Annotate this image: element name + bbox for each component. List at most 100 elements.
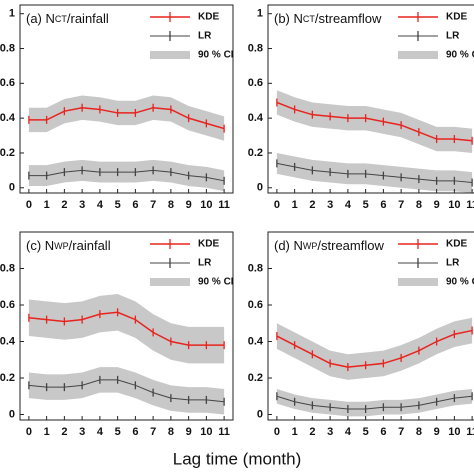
x-tick-label: 9 <box>186 199 192 211</box>
ci-band <box>28 367 225 415</box>
plot-frame <box>267 231 474 421</box>
y-tick-label: 0.6 <box>0 299 15 311</box>
legend-label: LR <box>198 31 212 42</box>
legend-label: 90 % CI <box>198 277 234 288</box>
x-tick-label: 7 <box>150 426 156 438</box>
y-tick-label: 0.6 <box>248 77 263 89</box>
y-tick-label: 0.2 <box>0 147 15 159</box>
x-tick-label: 0 <box>274 426 280 438</box>
x-tick-label: 9 <box>186 426 192 438</box>
x-tick-label: 4 <box>97 426 104 438</box>
y-tick-label: 0.4 <box>248 335 264 347</box>
panel-title: (c) NWP/rainfall <box>26 238 111 253</box>
series-line <box>28 311 225 346</box>
ci-band <box>276 152 473 193</box>
x-tick-label: 3 <box>79 426 85 438</box>
x-tick-label: 7 <box>398 426 404 438</box>
x-tick-label: 2 <box>61 426 67 438</box>
x-tick-label: 5 <box>363 426 369 438</box>
title-part: /rainfall <box>67 11 109 26</box>
y-tick-label: 0.4 <box>0 335 16 347</box>
title-part: /streamflow <box>317 238 384 253</box>
x-tick-label: 8 <box>416 426 422 438</box>
series-line <box>28 169 225 182</box>
legend-label: KDE <box>198 239 219 250</box>
x-tick-label: 11 <box>466 199 474 211</box>
y-tick-label: 0.6 <box>0 77 15 89</box>
x-tick-label: 6 <box>132 426 138 438</box>
legend-label: KDE <box>446 12 467 23</box>
title-part: (c) N <box>26 238 54 253</box>
series-line <box>28 379 225 403</box>
y-tick-label: 0.8 <box>0 262 15 274</box>
legend-band <box>398 278 438 286</box>
ci-band <box>276 388 473 417</box>
plot-frame <box>267 4 474 194</box>
x-tick-label: 4 <box>97 199 104 211</box>
x-tick-label: 10 <box>448 426 460 438</box>
legend-label: KDE <box>198 12 219 23</box>
y-tick-label: 0.2 <box>248 147 263 159</box>
ci-band <box>276 317 473 380</box>
x-tick-label: 11 <box>218 426 230 438</box>
title-part: (d) N <box>274 238 303 253</box>
series-line <box>276 162 473 184</box>
y-tick-label: 0.8 <box>248 262 263 274</box>
title-part: CT <box>303 14 315 24</box>
panel-title: (d) NWP/streamflow <box>274 238 384 253</box>
y-tick-label: 0 <box>257 408 263 420</box>
series-line <box>276 329 473 368</box>
legend-band <box>398 51 438 59</box>
x-tick-label: 5 <box>115 426 121 438</box>
x-tick-label: 4 <box>345 426 352 438</box>
x-tick-label: 8 <box>416 199 422 211</box>
title-part: CT <box>55 14 67 24</box>
x-tick-label: 11 <box>466 426 474 438</box>
series-line <box>276 101 473 142</box>
y-tick-label: 0.2 <box>248 372 263 384</box>
x-tick-label: 6 <box>380 199 386 211</box>
legend-label: LR <box>446 31 460 42</box>
x-tick-label: 11 <box>218 199 230 211</box>
x-tick-label: 3 <box>79 199 85 211</box>
x-tick-label: 3 <box>327 426 333 438</box>
x-tick-label: 0 <box>26 426 32 438</box>
ci-band <box>276 90 473 153</box>
x-tick-label: 1 <box>292 426 298 438</box>
x-tick-label: 5 <box>115 199 121 211</box>
x-tick-label: 4 <box>345 199 352 211</box>
y-tick-label: 0.4 <box>248 112 264 124</box>
x-tick-label: 6 <box>132 199 138 211</box>
x-tick-label: 1 <box>44 426 50 438</box>
x-tick-label: 10 <box>200 426 212 438</box>
ci-band <box>28 95 225 141</box>
x-tick-label: 1 <box>292 199 298 211</box>
plot-frame <box>19 231 234 421</box>
x-tick-label: 2 <box>309 426 315 438</box>
panel: 00.20.40.60.80 1 2 3 4 5 6 7 8 9 10 11(c) NWP/rainf… <box>0 231 234 438</box>
x-tick-label: 8 <box>168 199 174 211</box>
legend-label: LR <box>446 258 460 269</box>
x-tick-label: 10 <box>200 199 212 211</box>
x-tick-label: 7 <box>398 199 404 211</box>
x-tick-label: 10 <box>448 199 460 211</box>
x-tick-label: 8 <box>168 426 174 438</box>
y-tick-label: 1 <box>257 8 263 20</box>
y-tick-label: 0.8 <box>248 42 263 54</box>
y-tick-label: 0.2 <box>0 372 15 384</box>
x-tick-label: 9 <box>434 426 440 438</box>
y-tick-label: 0 <box>257 182 263 194</box>
legend-label: 90 % CI <box>446 277 474 288</box>
x-tick-label: 7 <box>150 199 156 211</box>
plot-frame <box>19 4 234 194</box>
legend-label: 90 % CI <box>446 50 474 61</box>
title-part: WP <box>54 241 69 251</box>
title-part: (b) N <box>274 11 303 26</box>
legend-label: LR <box>198 258 212 269</box>
x-tick-label: 6 <box>380 426 386 438</box>
legend-label: 90 % CI <box>198 50 234 61</box>
